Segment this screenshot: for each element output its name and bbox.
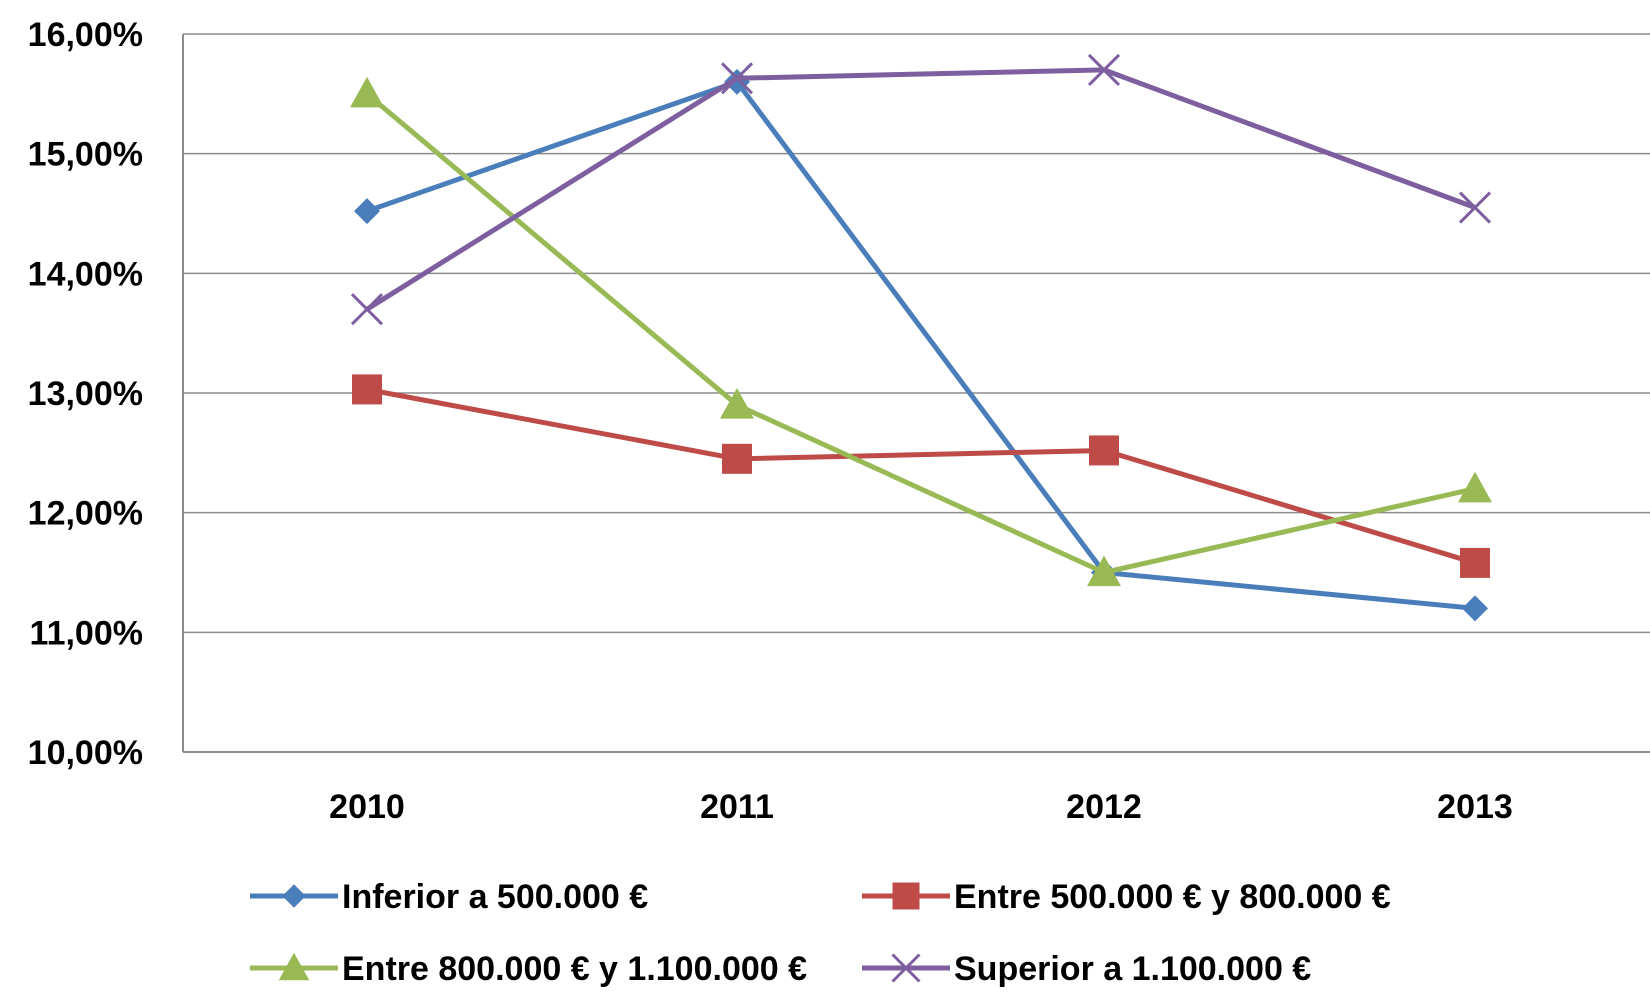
- marker-diamond: [1462, 595, 1488, 622]
- marker-cross: [1087, 53, 1121, 86]
- y-tick-label: 16,00%: [28, 16, 143, 54]
- marker-square: [1460, 547, 1490, 578]
- y-axis-tick-labels: 10,00% 11,00% 12,00% 13,00% 14,00% 15,00% 16,0…: [28, 16, 143, 772]
- marker-triangle: [1087, 555, 1121, 587]
- series-line: [366, 386, 1476, 566]
- marker-square: [1089, 435, 1119, 466]
- series-line: [366, 79, 1476, 611]
- marker-diamond: [354, 198, 380, 225]
- legend-label: Entre 500.000 € y 800.000 €: [954, 878, 1391, 916]
- legend-item: Entre 800.000 € y 1.100.000 €: [250, 950, 807, 988]
- legend-item: Entre 500.000 € y 800.000 €: [862, 878, 1391, 916]
- marker-triangle: [720, 387, 754, 419]
- series-lines: [350, 53, 1492, 622]
- marker-triangle: [350, 76, 384, 108]
- legend-label: Inferior a 500.000 €: [342, 878, 648, 916]
- legend-label: Superior a 1.100.000 €: [954, 950, 1311, 988]
- legend-label: Entre 800.000 € y 1.100.000 €: [342, 950, 807, 988]
- x-tick-label: 2013: [1437, 788, 1513, 826]
- series-line: [365, 67, 1476, 312]
- marker-cross: [891, 953, 921, 983]
- marker-cross: [720, 62, 754, 95]
- axes: [182, 34, 1650, 753]
- marker-cross: [350, 293, 384, 326]
- series-line: [365, 91, 1476, 575]
- x-axis-tick-labels: 2010 2011 2012 2013: [329, 788, 1513, 826]
- marker-cross: [1458, 191, 1492, 224]
- y-tick-label: 12,00%: [28, 495, 143, 533]
- marker-diamond: [724, 68, 750, 95]
- y-tick-label: 11,00%: [30, 614, 143, 652]
- legend-item: Superior a 1.100.000 €: [862, 950, 1311, 988]
- legend-item: Inferior a 500.000 €: [250, 878, 648, 916]
- marker-square: [892, 882, 920, 910]
- marker-triangle: [1458, 471, 1492, 503]
- series-triangle: [350, 76, 1492, 587]
- legend: Inferior a 500.000 € Entre 500.000 € y 80…: [250, 878, 1391, 988]
- y-tick-label: 13,00%: [28, 375, 143, 413]
- x-tick-label: 2010: [329, 788, 405, 826]
- marker-square: [722, 443, 752, 474]
- y-tick-label: 10,00%: [28, 734, 143, 772]
- marker-triangle: [278, 952, 310, 981]
- series-cross: [350, 53, 1492, 326]
- series-square: [352, 374, 1490, 578]
- marker-diamond: [282, 884, 306, 908]
- y-tick-label: 14,00%: [28, 255, 143, 293]
- y-tick-label: 15,00%: [28, 136, 143, 174]
- x-tick-label: 2012: [1066, 788, 1142, 826]
- marker-square: [352, 374, 382, 405]
- x-tick-label: 2011: [700, 788, 774, 826]
